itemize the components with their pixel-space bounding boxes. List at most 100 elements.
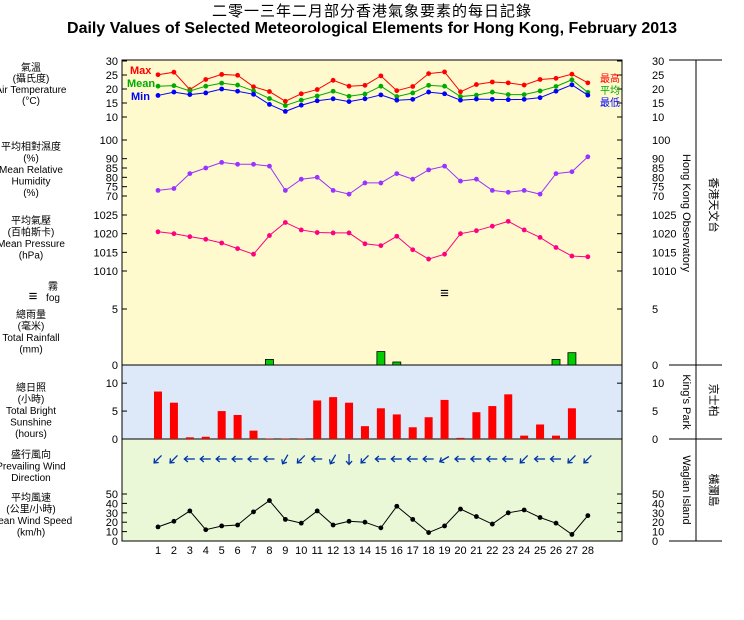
wind-arrow-head — [422, 455, 428, 463]
day-label: 8 — [266, 545, 272, 557]
wind-arrow-head — [583, 458, 589, 464]
rainfall-bar — [567, 352, 577, 366]
wind-speed-point — [314, 508, 320, 514]
rainfall-bar — [551, 358, 561, 366]
wind-speed-label: 平均風速 — [11, 492, 51, 504]
wind-speed-point — [505, 510, 511, 516]
waglan-panel — [121, 438, 623, 542]
wind-speed-axis-tick-label-right: 10 — [652, 527, 664, 539]
wind-arrow-shaft — [520, 455, 529, 463]
wind-direction-arrow — [360, 455, 369, 464]
temp-min-point — [171, 89, 177, 95]
humidity-axis-tick-label-right: 80 — [652, 172, 664, 184]
wind-arrow-head — [345, 460, 353, 466]
humidity-point — [474, 176, 479, 182]
sunshine-bar — [376, 408, 385, 439]
pressure-point — [298, 227, 304, 233]
wind-speed-label: (km/h) — [17, 528, 45, 539]
wind-speed-axis-tick-label-right: 40 — [652, 498, 664, 510]
wind-direction-arrow — [390, 455, 402, 463]
temp-max-point — [569, 71, 575, 77]
wind-speed-axis-tick-label: 20 — [106, 517, 118, 529]
sunshine-bar — [313, 400, 322, 439]
wind-arrow-head — [469, 455, 475, 463]
sunshine-bar — [265, 438, 274, 439]
humidity-point — [378, 180, 384, 186]
wind-direction-arrow — [169, 455, 178, 464]
temp-mean-line — [157, 79, 589, 107]
wind-arrow-head — [310, 455, 316, 463]
temp-axis-tick-label: 25 — [106, 70, 118, 82]
pressure-point — [537, 235, 543, 240]
temp-axis-tick-label-right: 15 — [652, 98, 664, 110]
pressure-point — [346, 230, 352, 236]
wind-arrow-head — [328, 459, 335, 465]
wind-speed-point — [585, 513, 591, 519]
temp-mean-point — [378, 83, 384, 89]
sunshine-bar — [185, 437, 194, 439]
sunshine-axis-tick-label: 5 — [112, 406, 118, 418]
humidity-point — [298, 176, 304, 182]
temp-min-point — [155, 93, 161, 98]
temp-max-point — [585, 80, 591, 86]
temp-max-point — [553, 75, 559, 81]
temp-max-point — [410, 84, 416, 89]
wind-arrow-head — [453, 455, 459, 463]
sunshine-bar — [297, 438, 306, 439]
wind-arrow-shaft — [330, 454, 337, 464]
sunshine-bar — [424, 417, 433, 439]
day-label: 3 — [187, 545, 193, 557]
wind-speed-label: (公里/小時) — [6, 504, 55, 516]
humidity-point — [235, 161, 241, 167]
wind-speed-axis-tick-label: 0 — [112, 536, 118, 548]
pressure-axis-tick-label: 1015 — [94, 247, 118, 259]
sunshine-bar — [440, 399, 449, 439]
temp-min-point — [267, 102, 272, 107]
humidity-point — [155, 188, 161, 193]
wind-speed-point — [489, 521, 495, 527]
temp-min-point — [553, 88, 559, 94]
humidity-axis-tick-label: 90 — [106, 154, 118, 166]
temp-max-point — [330, 77, 336, 83]
humidity-point — [171, 186, 177, 191]
chart-title-chinese: 二零一三年二月部分香港氣象要素的每日記錄 — [211, 2, 532, 20]
legend-mean-zh: 平均 — [600, 85, 620, 97]
day-label: 7 — [250, 545, 256, 557]
station-label-waglan: Waglan Island — [680, 455, 692, 524]
pressure-point — [171, 231, 177, 237]
sunshine-label: (小時) — [18, 394, 45, 406]
temp-min-point — [410, 96, 416, 102]
wind-direction-arrow — [183, 455, 195, 463]
humidity-axis-tick-label-right: 75 — [652, 182, 664, 194]
temp-min-point — [474, 96, 479, 102]
fog-label-zh: 霧 — [48, 281, 58, 293]
pressure-point — [569, 253, 575, 259]
temp-mean-point — [569, 77, 575, 83]
wind-direction-arrow — [153, 455, 162, 464]
temp-max-point — [505, 80, 511, 86]
temp-min-point — [235, 88, 241, 94]
temp-min-point — [521, 96, 527, 102]
legend-max: Max — [130, 65, 152, 77]
humidity-point — [282, 188, 288, 193]
sunshine-bar — [488, 406, 497, 439]
wind-arrow-head — [549, 455, 555, 463]
wind-speed-point — [378, 525, 384, 531]
temp-mean-point — [346, 93, 352, 99]
wind-speed-point — [474, 514, 479, 519]
temp-mean-point — [474, 92, 479, 98]
sunshine-bar — [408, 427, 417, 439]
day-label: 13 — [343, 545, 355, 557]
humidity-point — [521, 188, 527, 193]
wind-direction-arrow — [567, 455, 576, 464]
pressure-point — [235, 246, 241, 252]
rainfall-label: (毫米) — [18, 320, 45, 333]
wind-speed-point — [298, 520, 304, 526]
temp-max-point — [521, 82, 527, 88]
temp-label: (°C) — [22, 96, 40, 107]
temp-mean-point — [394, 94, 400, 99]
temp-max-point — [251, 84, 256, 90]
day-label: 26 — [550, 545, 562, 557]
humidity-axis-tick-label-right: 90 — [652, 154, 664, 166]
temp-label: (攝氏度) — [13, 72, 50, 85]
